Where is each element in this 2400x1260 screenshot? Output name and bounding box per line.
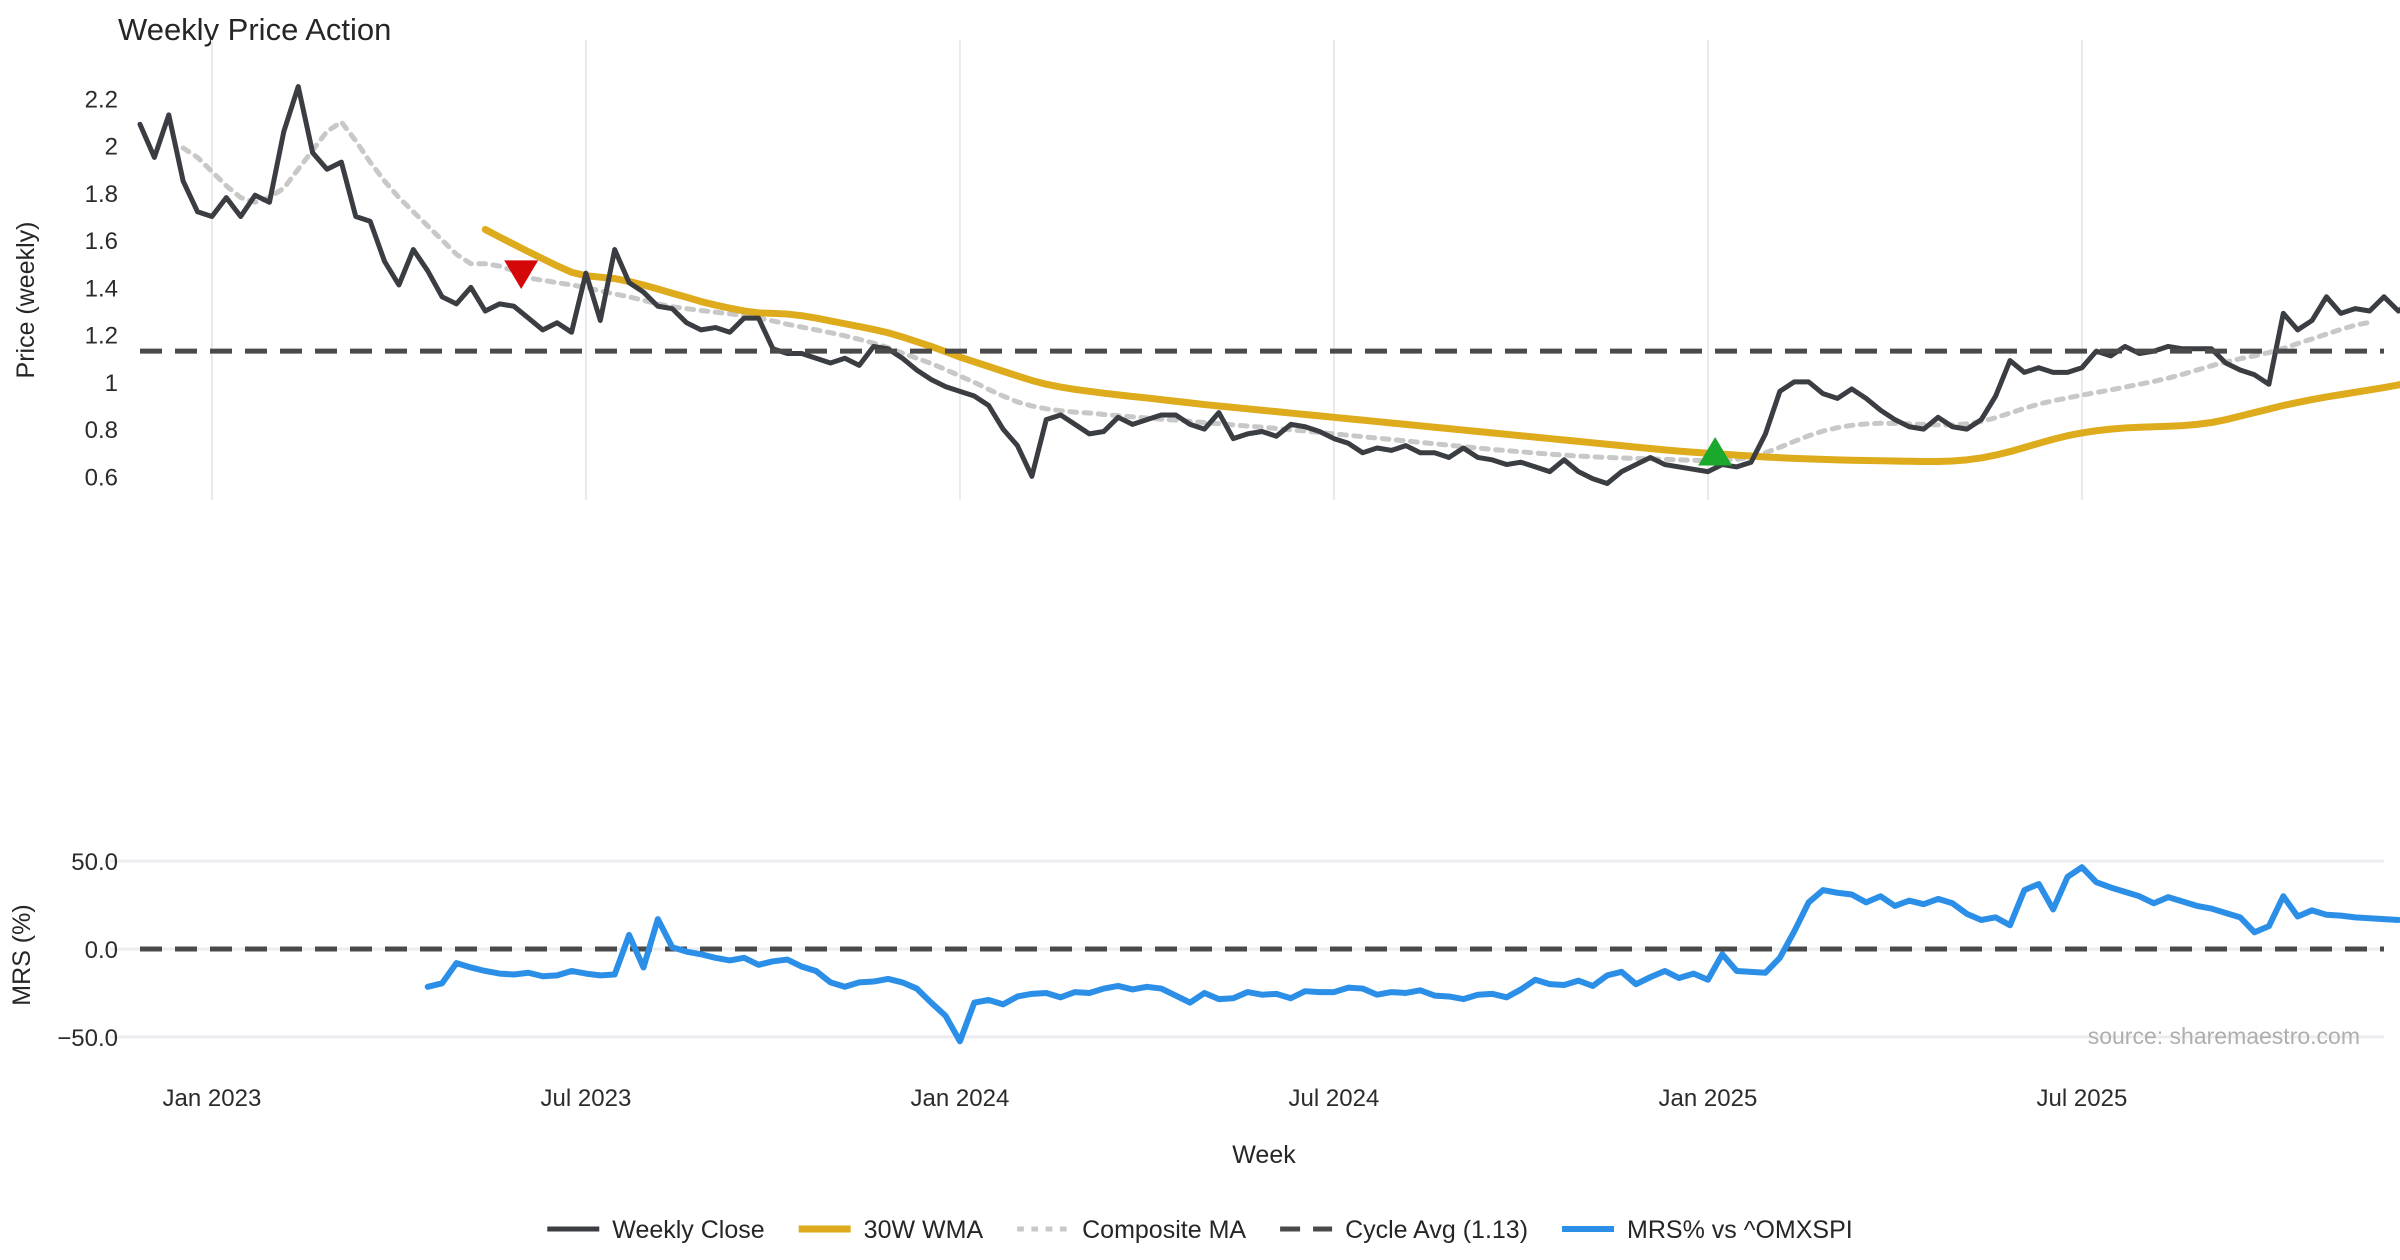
- x-tick-label-2: Jan 2024: [911, 1085, 1010, 1112]
- price-ytick-label-8: 2.2: [85, 86, 118, 113]
- mrs-ytick-label-0: −50.0: [57, 1025, 118, 1052]
- legend-label-4: MRS% vs ^OMXSPI: [1627, 1216, 1853, 1244]
- legend-label-0: Weekly Close: [612, 1216, 764, 1244]
- price-panel-y-axis-label: Price (weekly): [12, 222, 40, 379]
- price-ytick-label-1: 0.8: [85, 417, 118, 444]
- x-axis-tick-labels: Jan 2023 Jul 2023 Jan 2024 Jul 2024 Jan 2025…: [163, 1085, 2128, 1112]
- price-ytick-label-0: 0.6: [85, 464, 118, 491]
- x-tick-label-4: Jan 2025: [1659, 1085, 1758, 1112]
- source-attribution: source: sharemaestro.com: [2088, 1023, 2360, 1049]
- price-panel-signal-markers: [504, 260, 1733, 466]
- legend-label-1: 30W WMA: [864, 1216, 984, 1244]
- x-tick-label-5: Jul 2025: [2037, 1085, 2128, 1112]
- mrs-panel-series: [424, 864, 2400, 1045]
- chart-legend: Weekly Close 30W WMA Composite MA Cycle Avg…: [547, 1216, 1853, 1244]
- price-ytick-label-7: 2: [105, 134, 118, 161]
- page-title: Weekly Price Action: [118, 12, 391, 47]
- price-ytick-label-4: 1.4: [85, 275, 118, 302]
- mrs-series-line: [424, 864, 2400, 1045]
- price-series-composite-ma: [180, 119, 2373, 464]
- price-panel-gridlines: [210, 40, 2083, 500]
- price-ytick-label-6: 1.8: [85, 181, 118, 208]
- price-ytick-label-5: 1.6: [85, 228, 118, 255]
- price-ytick-label-3: 1.2: [85, 323, 118, 350]
- mrs-ytick-label-1: 0.0: [85, 937, 118, 964]
- legend-label-2: Composite MA: [1082, 1216, 1246, 1244]
- price-panel-series: [137, 84, 2400, 486]
- x-tick-label-1: Jul 2023: [541, 1085, 632, 1112]
- price-ytick-label-2: 1: [105, 370, 118, 397]
- mrs-panel-y-axis-label: MRS (%): [8, 904, 36, 1005]
- mrs-panel-y-axis-ticks: −50.0 0.0 50.0: [57, 849, 118, 1052]
- price-series-weekly-close: [137, 84, 2400, 486]
- x-tick-label-3: Jul 2024: [1289, 1085, 1380, 1112]
- mrs-ytick-label-2: 50.0: [71, 849, 118, 876]
- x-axis-label: Week: [1232, 1141, 1296, 1169]
- price-series-30w-wma: [481, 225, 2400, 465]
- sell-signal-marker: [504, 260, 539, 289]
- price-panel-y-axis-ticks: 0.6 0.8 1 1.2 1.4 1.6 1.8 2 2.2: [85, 86, 118, 491]
- x-tick-label-0: Jan 2023: [163, 1085, 262, 1112]
- buy-signal-marker: [1698, 436, 1733, 466]
- legend-label-3: Cycle Avg (1.13): [1345, 1216, 1528, 1244]
